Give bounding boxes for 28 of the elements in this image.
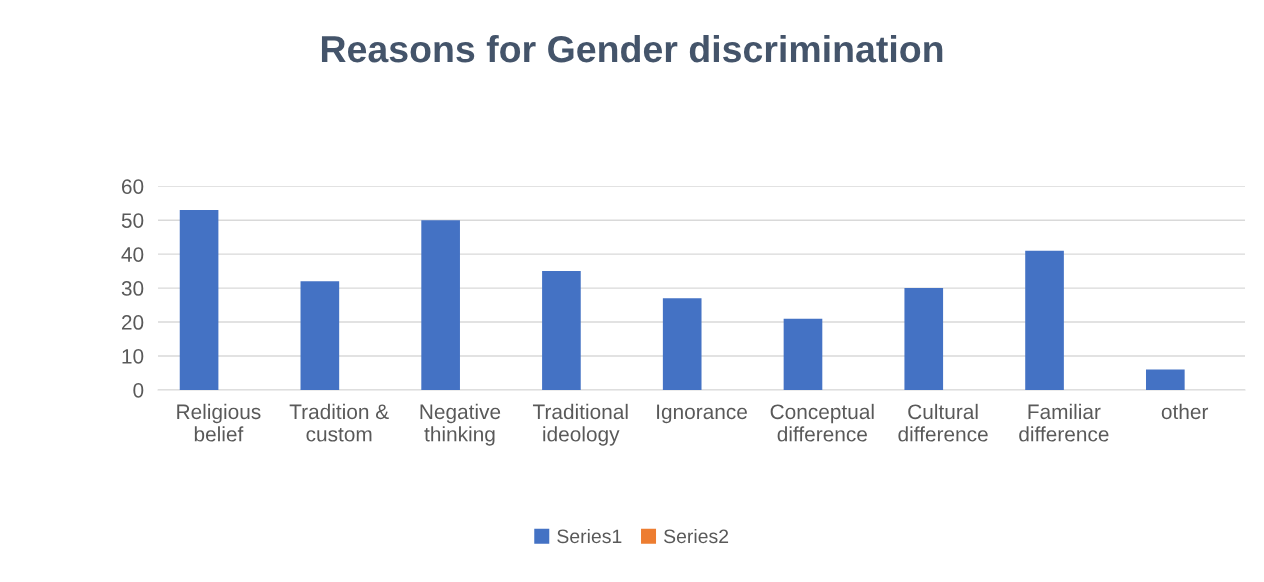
- y-tick-label: 40: [121, 247, 144, 262]
- bar: [904, 288, 944, 390]
- y-tick-label: 0: [133, 382, 144, 398]
- bar: [1146, 369, 1185, 390]
- bar: [300, 281, 340, 390]
- x-tick-label: Traditional ideology: [532, 403, 628, 446]
- bar: [179, 210, 219, 390]
- y-tick-label: 50: [121, 213, 144, 228]
- x-tick-label: Ignorance: [657, 404, 747, 424]
- x-tick-label: Tradition & custom: [289, 403, 389, 442]
- bar: [421, 220, 460, 390]
- y-tick-label: 20: [121, 315, 144, 330]
- bar: [662, 298, 702, 390]
- x-tick-label: Conceptual difference: [770, 403, 874, 442]
- x-tick-label: Cultural difference: [898, 403, 988, 442]
- chart-title: Reasons for Gender discrimination: [321, 34, 943, 63]
- x-tick-label: Religious belief: [177, 403, 261, 442]
- x-tick-label: Negative thinking: [420, 403, 501, 446]
- bar: [783, 318, 823, 390]
- legend-label: Series2: [664, 528, 729, 544]
- bar: [542, 271, 581, 390]
- bar: [1025, 250, 1064, 390]
- y-tick-label: 10: [122, 348, 144, 364]
- legend-label: Series1: [557, 528, 622, 544]
- y-tick-label: 30: [121, 281, 144, 296]
- y-tick-label: 60: [122, 179, 144, 194]
- x-tick-label: Familiar difference: [1019, 403, 1109, 442]
- x-tick-label: other: [1161, 403, 1209, 420]
